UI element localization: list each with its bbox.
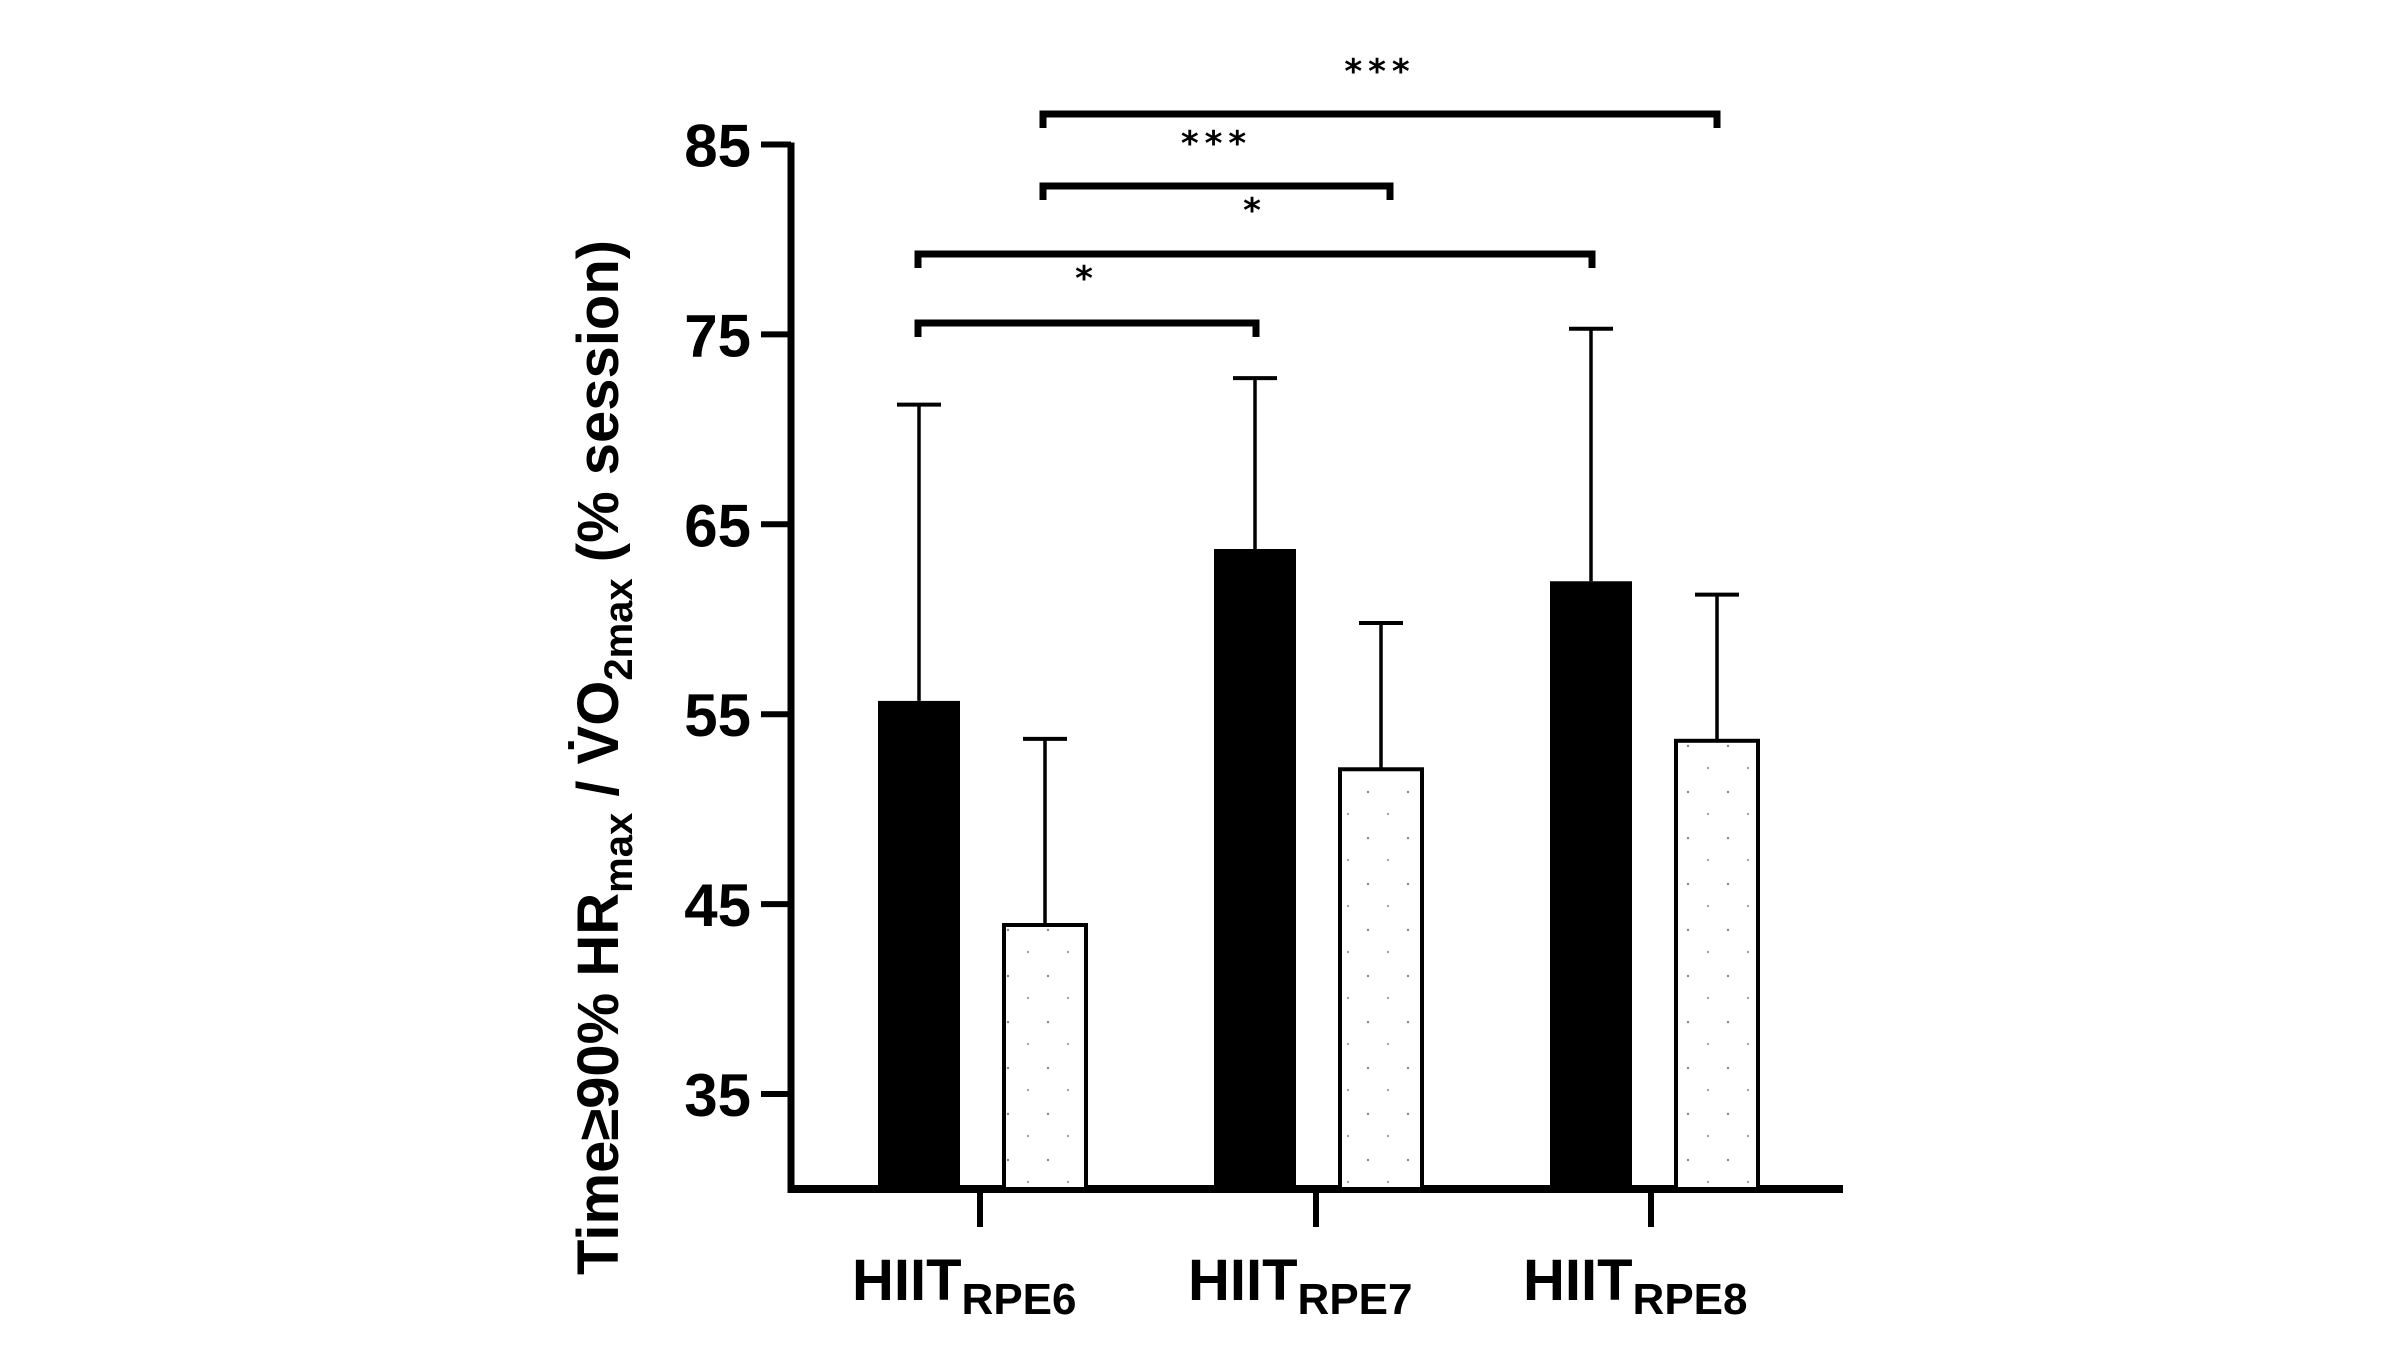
bar — [1002, 922, 1088, 1191]
significance-label: * — [1243, 191, 1267, 231]
significance-label: *** — [1344, 52, 1415, 92]
y-tick-label: 75 — [684, 302, 751, 369]
significance-bracket: * — [914, 191, 1596, 268]
x-category-label: HIITRPE8 — [1523, 1248, 1748, 1324]
bar — [1214, 548, 1296, 1189]
y-tick-label: 65 — [684, 492, 751, 559]
significance-brackets: ******** — [914, 52, 1721, 337]
significance-bracket: *** — [1039, 52, 1721, 128]
y-axis-label: Time≥90% HRmax / V̇O2max (% session) — [566, 240, 641, 1275]
significance-bracket: * — [914, 259, 1260, 337]
bar — [1338, 767, 1424, 1191]
y-tick-label: 85 — [684, 113, 751, 180]
bars — [878, 326, 1760, 1191]
bar — [878, 700, 960, 1189]
x-category-label: HIITRPE7 — [1188, 1248, 1413, 1324]
bar — [1550, 581, 1632, 1189]
y-tick-label: 35 — [684, 1062, 751, 1129]
y-tick-label: 55 — [684, 682, 751, 749]
significance-label: * — [1075, 259, 1099, 299]
y-tick-label: 45 — [684, 872, 751, 939]
y-axis: 35 45 55 65 75 85 — [684, 113, 795, 1193]
significance-label: *** — [1181, 124, 1252, 164]
bar — [1674, 738, 1760, 1191]
x-category-label: HIITRPE6 — [852, 1248, 1077, 1324]
significance-bracket: *** — [1039, 124, 1394, 200]
x-axis: HIITRPE6 HIITRPE7 HIITRPE8 — [788, 1185, 1843, 1324]
